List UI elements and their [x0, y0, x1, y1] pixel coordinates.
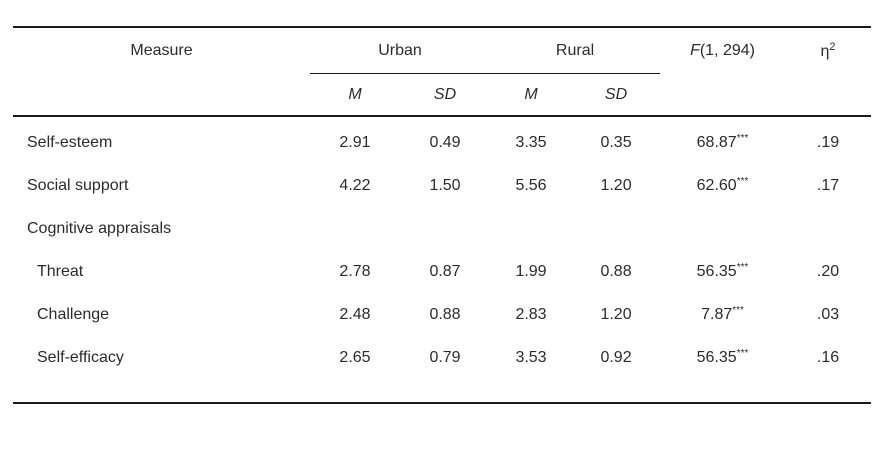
- empty-cell: [785, 74, 871, 117]
- significance-asterisks: ***: [736, 133, 749, 144]
- measure-group-label: Cognitive appraisals: [27, 219, 172, 237]
- rural-sd-cell: 0.92: [600, 348, 632, 366]
- urban-sd-cell: [400, 207, 490, 250]
- f-value-cell: 56.35***: [660, 250, 785, 293]
- urban-mean-cell: 2.48: [339, 305, 371, 323]
- urban-mean-cell: 2.91: [339, 133, 371, 151]
- significance-asterisks: ***: [732, 305, 744, 316]
- urban-sd-cell: 1.50: [429, 176, 461, 194]
- column-header-rural-sd: SD: [604, 85, 628, 103]
- column-group-urban: Urban: [310, 27, 491, 74]
- rural-sd-cell: [572, 207, 660, 250]
- spacer-row: [13, 379, 871, 403]
- eta-squared-cell: [785, 207, 871, 250]
- f-value: 62.60: [696, 177, 737, 194]
- column-header-eta-squared: η2: [785, 27, 871, 74]
- f-value: 56.35: [696, 263, 737, 280]
- f-value: 56.35: [696, 349, 737, 366]
- table-row-challenge: Challenge 2.48 0.88 2.83 1.20 7.87*** .0…: [13, 293, 871, 336]
- empty-cell: [13, 74, 310, 117]
- significance-asterisks: ***: [736, 176, 749, 187]
- table-row-threat: Threat 2.78 0.87 1.99 0.88 56.35*** .20: [13, 250, 871, 293]
- urban-sd-cell: 0.79: [429, 348, 461, 366]
- eta-squared-cell: .03: [816, 305, 840, 323]
- significance-asterisks: ***: [736, 262, 749, 273]
- urban-sd-cell: 0.88: [429, 305, 461, 323]
- rural-sd-cell: 0.35: [600, 133, 632, 151]
- f-value-cell: [660, 207, 785, 250]
- column-header-urban-mean: M: [348, 85, 362, 103]
- f-value-cell: 68.87***: [660, 121, 785, 164]
- urban-sd-cell: 0.87: [429, 262, 461, 280]
- f-value-cell: 56.35***: [660, 336, 785, 379]
- eta-symbol: η: [820, 42, 830, 60]
- rural-sd-cell: 0.88: [600, 262, 632, 280]
- significance-asterisks: ***: [736, 348, 749, 359]
- subheader-row: M SD M SD: [13, 74, 872, 117]
- measure-cell: Challenge: [37, 305, 110, 323]
- rural-mean-cell: 2.83: [515, 305, 547, 323]
- table-row-self-esteem: Self-esteem 2.91 0.49 3.35 0.35 68.87***…: [13, 121, 871, 164]
- group-header-row: Measure Urban Rural F(1, 294) η2: [13, 27, 871, 74]
- eta-squared-cell: .19: [816, 133, 840, 151]
- table-header: Measure Urban Rural F(1, 294) η2 M SD M …: [13, 27, 872, 117]
- anova-results-table: Measure Urban Rural F(1, 294) η2 M SD M …: [13, 26, 872, 404]
- eta-squared-cell: .16: [816, 348, 840, 366]
- urban-mean-cell: 4.22: [339, 176, 371, 194]
- rural-sd-cell: 1.20: [600, 305, 632, 323]
- urban-mean-cell: 2.65: [339, 348, 371, 366]
- measure-cell: Threat: [37, 262, 84, 280]
- eta-exponent: 2: [829, 40, 836, 53]
- eta-squared-cell: .17: [816, 176, 840, 194]
- f-df: (1, 294): [699, 41, 755, 59]
- rural-sd-cell: 1.20: [600, 176, 632, 194]
- urban-mean-cell: 2.78: [339, 262, 371, 280]
- urban-mean-cell: [310, 207, 400, 250]
- f-value-cell: 62.60***: [660, 164, 785, 207]
- rural-mean-cell: 3.35: [515, 133, 547, 151]
- f-symbol: F: [690, 41, 700, 59]
- table-row-self-efficacy: Self-efficacy 2.65 0.79 3.53 0.92 56.35*…: [13, 336, 871, 379]
- urban-sd-cell: 0.49: [429, 133, 461, 151]
- f-value: 7.87: [701, 306, 733, 323]
- rural-mean-cell: [490, 207, 572, 250]
- f-value-cell: 7.87***: [660, 293, 785, 336]
- eta-squared-cell: .20: [816, 262, 840, 280]
- measure-cell: Self-esteem: [27, 133, 113, 151]
- column-header-rural-mean: M: [524, 85, 538, 103]
- table-row-cognitive-appraisals-group: Cognitive appraisals: [13, 207, 871, 250]
- table-body: Self-esteem 2.91 0.49 3.35 0.35 68.87***…: [13, 116, 871, 403]
- rural-mean-cell: 5.56: [515, 176, 547, 194]
- rural-mean-cell: 3.53: [515, 348, 547, 366]
- table-row-social-support: Social support 4.22 1.50 5.56 1.20 62.60…: [13, 164, 871, 207]
- f-value: 68.87: [696, 134, 737, 151]
- rural-mean-cell: 1.99: [515, 262, 547, 280]
- measure-cell: Social support: [27, 176, 129, 194]
- column-header-f-statistic: F(1, 294): [660, 27, 785, 74]
- column-group-rural: Rural: [490, 27, 661, 74]
- column-header-urban-sd: SD: [433, 85, 457, 103]
- column-header-measure: Measure: [130, 41, 193, 59]
- measure-cell: Self-efficacy: [37, 348, 124, 366]
- empty-cell: [660, 74, 785, 117]
